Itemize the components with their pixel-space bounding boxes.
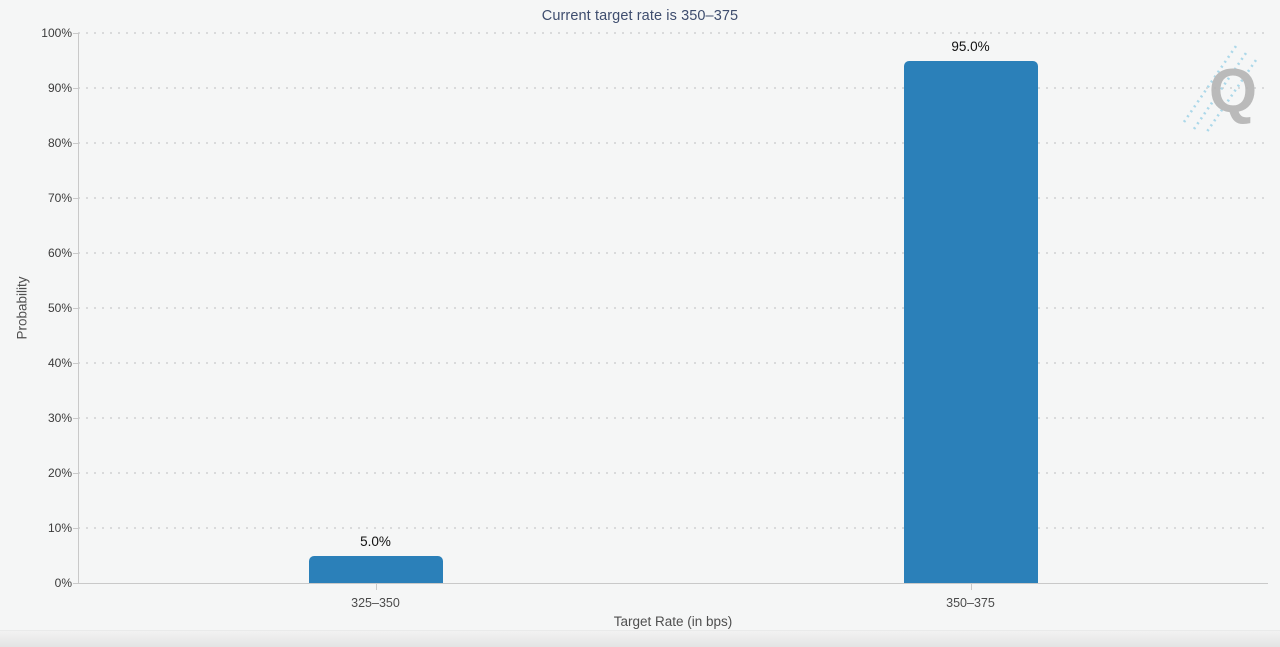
y-tick-mark-50 bbox=[73, 308, 78, 309]
x-tick-mark-325–350 bbox=[375, 584, 377, 590]
y-tick-mark-60 bbox=[73, 253, 78, 254]
y-tick-mark-20 bbox=[73, 473, 78, 474]
gridline-70pct bbox=[78, 197, 1268, 199]
bar-value-label-350–375: 95.0% bbox=[951, 38, 990, 54]
gridline-80pct bbox=[78, 142, 1268, 144]
gridline-30pct bbox=[78, 417, 1268, 419]
gridline-40pct bbox=[78, 362, 1268, 364]
y-tick-mark-70 bbox=[73, 198, 78, 199]
x-axis-line bbox=[78, 583, 1268, 584]
gridline-20pct bbox=[78, 472, 1268, 474]
y-tick-mark-100 bbox=[73, 33, 78, 34]
y-tick-label-40: 40% bbox=[47, 356, 72, 370]
y-tick-label-80: 80% bbox=[47, 136, 72, 150]
y-tick-label-90: 90% bbox=[47, 81, 72, 95]
x-axis-title: Target Rate (in bps) bbox=[613, 614, 733, 629]
x-tick-mark-350–375 bbox=[970, 584, 972, 590]
y-tick-mark-40 bbox=[73, 363, 78, 364]
gridline-50pct bbox=[78, 307, 1268, 309]
y-tick-label-70: 70% bbox=[47, 191, 72, 205]
bar-350–375[interactable] bbox=[903, 60, 1038, 583]
y-tick-label-0: 0% bbox=[54, 576, 72, 590]
gridline-90pct bbox=[78, 87, 1268, 89]
watermark-letter: Q bbox=[1209, 57, 1257, 126]
y-tick-mark-10 bbox=[73, 528, 78, 529]
gridline-10pct bbox=[78, 527, 1268, 529]
chart-title: Current target rate is 350–375 bbox=[541, 8, 739, 24]
bar-325–350[interactable] bbox=[308, 555, 443, 583]
gridline-60pct bbox=[78, 252, 1268, 254]
y-tick-mark-0 bbox=[73, 583, 78, 584]
category-label-325–350: 325–350 bbox=[351, 596, 400, 610]
gridline-100pct bbox=[78, 32, 1268, 34]
bar-value-label-325–350: 5.0% bbox=[360, 533, 391, 549]
category-label-350–375: 350–375 bbox=[946, 596, 995, 610]
y-tick-mark-80 bbox=[73, 143, 78, 144]
y-tick-mark-30 bbox=[73, 418, 78, 419]
y-tick-mark-90 bbox=[73, 88, 78, 89]
footer-strip bbox=[0, 630, 1280, 647]
y-tick-label-20: 20% bbox=[47, 466, 72, 480]
y-tick-label-50: 50% bbox=[47, 301, 72, 315]
q-logo-watermark: Q bbox=[1182, 45, 1257, 133]
y-tick-label-10: 10% bbox=[47, 521, 72, 535]
y-tick-label-60: 60% bbox=[47, 246, 72, 260]
y-tick-label-30: 30% bbox=[47, 411, 72, 425]
y-tick-label-100: 100% bbox=[41, 26, 72, 40]
y-axis-line bbox=[78, 33, 79, 583]
